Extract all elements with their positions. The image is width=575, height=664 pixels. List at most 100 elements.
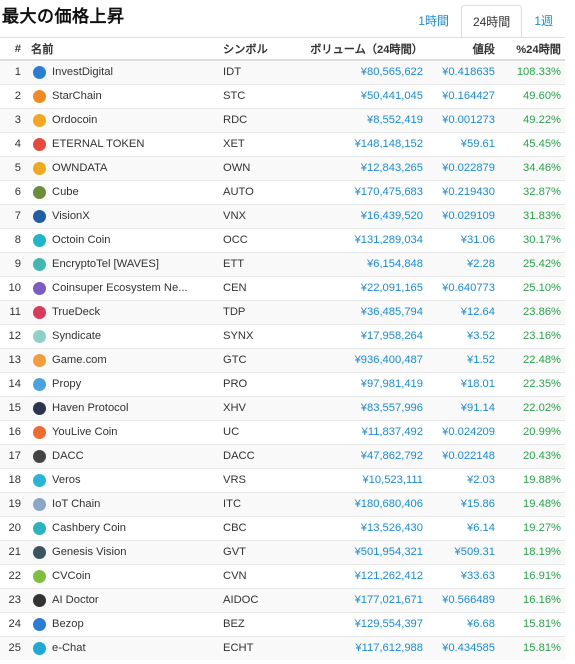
name-cell[interactable]: TrueDeck [27,299,219,324]
volume-cell[interactable]: ¥12,843,265 [299,155,427,180]
coin-name[interactable]: EncryptoTel [WAVES] [52,258,159,270]
coin-name[interactable]: Ordocoin [52,114,98,126]
volume-cell[interactable]: ¥36,485,794 [299,299,427,324]
coin-link[interactable]: Game.com [31,353,215,367]
coin-link[interactable]: OWNDATA [31,161,215,175]
coin-name[interactable]: Veros [52,474,81,486]
price-cell[interactable]: ¥0.022148 [427,443,499,468]
name-cell[interactable]: InvestDigital [27,59,219,84]
volume-cell[interactable]: ¥8,552,419 [299,107,427,132]
name-cell[interactable]: ETERNAL TOKEN [27,131,219,156]
price-cell[interactable]: ¥0.024209 [427,419,499,444]
volume-cell[interactable]: ¥47,862,792 [299,443,427,468]
name-cell[interactable]: VisionX [27,203,219,228]
name-cell[interactable]: StarChain [27,83,219,108]
name-cell[interactable]: OWNDATA [27,155,219,180]
coin-name[interactable]: YouLive Coin [52,426,118,438]
coin-name[interactable]: IoT Chain [52,498,101,510]
coin-link[interactable]: CVCoin [31,569,215,583]
coin-name[interactable]: Syndicate [52,330,102,342]
coin-link[interactable]: Cube [31,185,215,199]
price-cell[interactable]: ¥0.640773 [427,275,499,300]
coin-link[interactable]: Haven Protocol [31,401,215,415]
coin-name[interactable]: Propy [52,378,82,390]
tab-1w[interactable]: 1週 [534,14,553,28]
price-cell[interactable]: ¥31.06 [427,227,499,252]
volume-cell[interactable]: ¥16,439,520 [299,203,427,228]
price-cell[interactable]: ¥6.68 [427,611,499,636]
name-cell[interactable]: Cube [27,179,219,204]
name-cell[interactable]: Cashbery Coin [27,515,219,540]
coin-name[interactable]: Game.com [52,354,107,366]
coin-link[interactable]: Octoin Coin [31,233,215,247]
coin-link[interactable]: EncryptoTel [WAVES] [31,257,215,271]
coin-name[interactable]: Cashbery Coin [52,522,126,534]
volume-cell[interactable]: ¥50,441,045 [299,83,427,108]
name-cell[interactable]: Ordocoin [27,107,219,132]
coin-link[interactable]: Syndicate [31,329,215,343]
volume-cell[interactable]: ¥83,557,996 [299,395,427,420]
name-cell[interactable]: EncryptoTel [WAVES] [27,251,219,276]
price-cell[interactable]: ¥0.164427 [427,83,499,108]
price-cell[interactable]: ¥0.418635 [427,59,499,84]
volume-cell[interactable]: ¥129,554,397 [299,611,427,636]
name-cell[interactable]: Haven Protocol [27,395,219,420]
coin-link[interactable]: Propy [31,377,215,391]
coin-link[interactable]: InvestDigital [31,65,215,79]
coin-name[interactable]: CVCoin [52,570,91,582]
price-cell[interactable]: ¥1.52 [427,347,499,372]
coin-link[interactable]: TrueDeck [31,305,215,319]
price-cell[interactable]: ¥0.001273 [427,107,499,132]
name-cell[interactable]: DACC [27,443,219,468]
name-cell[interactable]: YouLive Coin [27,419,219,444]
coin-link[interactable]: VisionX [31,209,215,223]
coin-name[interactable]: InvestDigital [52,66,113,79]
coin-link[interactable]: Coinsuper Ecosystem Ne... [31,281,215,295]
price-cell[interactable]: ¥6.14 [427,515,499,540]
coin-name[interactable]: VisionX [52,210,90,222]
coin-name[interactable]: Genesis Vision [52,546,127,558]
coin-link[interactable]: DACC [31,449,215,463]
name-cell[interactable]: IoT Chain [27,491,219,516]
volume-cell[interactable]: ¥117,612,988 [299,635,427,660]
coin-name[interactable]: e-Chat [52,642,86,655]
price-cell[interactable]: ¥59.61 [427,131,499,156]
price-cell[interactable]: ¥0.022879 [427,155,499,180]
price-cell[interactable]: ¥2.28 [427,251,499,276]
name-cell[interactable]: Veros [27,467,219,492]
tab-1h[interactable]: 1時間 [418,14,449,28]
volume-cell[interactable]: ¥11,837,492 [299,419,427,444]
price-cell[interactable]: ¥33.63 [427,563,499,588]
name-cell[interactable]: AI Doctor [27,587,219,612]
price-cell[interactable]: ¥15.86 [427,491,499,516]
coin-link[interactable]: Bezop [31,617,215,631]
coin-name[interactable]: OWNDATA [52,162,108,174]
coin-link[interactable]: ETERNAL TOKEN [31,137,215,151]
coin-link[interactable]: StarChain [31,89,215,103]
price-cell[interactable]: ¥91.14 [427,395,499,420]
volume-cell[interactable]: ¥10,523,111 [299,467,427,492]
volume-cell[interactable]: ¥6,154,848 [299,251,427,276]
price-cell[interactable]: ¥0.566489 [427,587,499,612]
price-cell[interactable]: ¥3.52 [427,323,499,348]
name-cell[interactable]: Propy [27,371,219,396]
coin-name[interactable]: DACC [52,450,84,462]
name-cell[interactable]: Syndicate [27,323,219,348]
price-cell[interactable]: ¥2.03 [427,467,499,492]
name-cell[interactable]: Bezop [27,611,219,636]
coin-name[interactable]: Bezop [52,618,84,630]
name-cell[interactable]: CVCoin [27,563,219,588]
coin-link[interactable]: IoT Chain [31,497,215,511]
coin-link[interactable]: e-Chat [31,641,215,655]
coin-link[interactable]: Cashbery Coin [31,521,215,535]
coin-name[interactable]: StarChain [52,90,102,102]
coin-link[interactable]: Veros [31,473,215,487]
coin-link[interactable]: Genesis Vision [31,545,215,559]
volume-cell[interactable]: ¥936,400,487 [299,347,427,372]
volume-cell[interactable]: ¥131,289,034 [299,227,427,252]
name-cell[interactable]: e-Chat [27,635,219,660]
volume-cell[interactable]: ¥80,565,622 [299,59,427,84]
coin-link[interactable]: AI Doctor [31,593,215,607]
coin-name[interactable]: TrueDeck [52,306,101,318]
volume-cell[interactable]: ¥501,954,321 [299,539,427,564]
